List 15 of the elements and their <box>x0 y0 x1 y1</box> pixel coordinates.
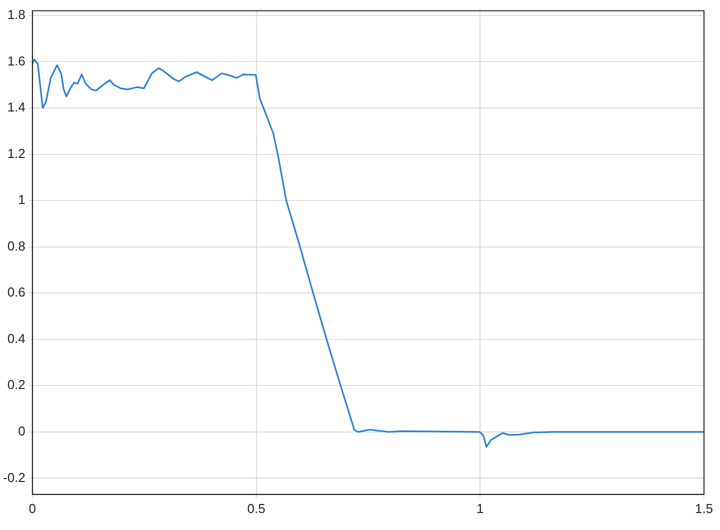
x-tick-label: 1 <box>476 500 484 516</box>
y-tick-label: 0.8 <box>7 238 26 254</box>
x-tick-label: 1.5 <box>694 500 714 516</box>
y-tick-label: 0 <box>18 424 26 439</box>
x-tick-label: 0.5 <box>247 500 266 516</box>
y-tick-label: 1.4 <box>7 100 26 115</box>
y-tick-label: 0.2 <box>7 377 26 392</box>
y-tick-label: 1.8 <box>7 7 26 22</box>
y-tick-label: -0.2 <box>2 470 26 485</box>
y-tick-label: 1.6 <box>7 53 26 68</box>
x-tick-label: 0 <box>28 500 36 516</box>
y-tick-label: 0.6 <box>7 284 26 300</box>
y-tick-label: 1 <box>18 192 26 208</box>
y-tick-label: 0.4 <box>7 330 26 346</box>
y-tick-label: 1.2 <box>7 146 26 161</box>
